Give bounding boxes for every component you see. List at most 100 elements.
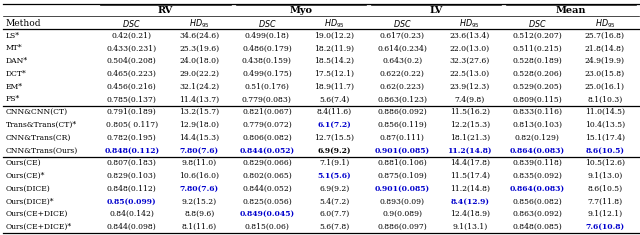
- Text: 22.0(13.0): 22.0(13.0): [450, 44, 490, 52]
- Text: 12.4(18.9): 12.4(18.9): [450, 210, 490, 218]
- Text: 19.0(12.2): 19.0(12.2): [314, 32, 355, 40]
- Text: 23.6(13.4): 23.6(13.4): [449, 32, 490, 40]
- Text: 25.7(16.8): 25.7(16.8): [585, 32, 625, 40]
- Text: 0.825(0.056): 0.825(0.056): [242, 197, 292, 205]
- Text: 0.62(0.223): 0.62(0.223): [380, 83, 424, 91]
- Text: Ours(DICE)*: Ours(DICE)*: [6, 197, 54, 205]
- Text: 8.4(12.9): 8.4(12.9): [450, 197, 489, 205]
- Text: 0.528(0.189): 0.528(0.189): [513, 57, 562, 65]
- Text: FS*: FS*: [6, 95, 20, 103]
- Text: 0.863(0.123): 0.863(0.123): [377, 95, 427, 103]
- Text: 0.512(0.207): 0.512(0.207): [513, 32, 562, 40]
- Text: 8.1(10.3): 8.1(10.3): [588, 95, 623, 103]
- Text: 0.901(0.085): 0.901(0.085): [374, 185, 429, 193]
- Text: LV: LV: [429, 6, 443, 15]
- Text: 11.0(14.5): 11.0(14.5): [585, 108, 625, 116]
- Text: 6.1(7.2): 6.1(7.2): [317, 121, 351, 129]
- Text: 17.5(12.1): 17.5(12.1): [314, 70, 355, 78]
- Text: 0.614(0.234): 0.614(0.234): [377, 44, 427, 52]
- Text: 18.1(21.3): 18.1(21.3): [450, 134, 490, 142]
- Text: 0.785(0.137): 0.785(0.137): [107, 95, 157, 103]
- Text: 6.9(9.2): 6.9(9.2): [319, 185, 349, 193]
- Text: 0.782(0.195): 0.782(0.195): [107, 134, 157, 142]
- Text: 0.829(0.066): 0.829(0.066): [242, 159, 292, 167]
- Text: 5.4(7.2): 5.4(7.2): [319, 197, 349, 205]
- Text: 29.0(22.2): 29.0(22.2): [179, 70, 220, 78]
- Text: 9.8(11.0): 9.8(11.0): [182, 159, 217, 167]
- Text: $DSC$: $DSC$: [257, 18, 276, 29]
- Text: 10.4(13.5): 10.4(13.5): [585, 121, 625, 129]
- Text: 0.848(0.112): 0.848(0.112): [104, 146, 159, 154]
- Text: 25.3(19.6): 25.3(19.6): [179, 44, 220, 52]
- Text: 6.0(7.7): 6.0(7.7): [319, 210, 349, 218]
- Text: 0.829(0.103): 0.829(0.103): [107, 172, 157, 180]
- Text: 0.809(0.115): 0.809(0.115): [513, 95, 562, 103]
- Text: 7.6(10.8): 7.6(10.8): [586, 223, 625, 231]
- Text: CNN&CNN(CT): CNN&CNN(CT): [6, 108, 68, 116]
- Text: $DSC$: $DSC$: [393, 18, 412, 29]
- Text: 18.9(11.7): 18.9(11.7): [314, 83, 355, 91]
- Text: 0.433(0.231): 0.433(0.231): [107, 44, 157, 52]
- Text: CNN&Trans(Ours): CNN&Trans(Ours): [6, 146, 78, 154]
- Text: 0.833(0.116): 0.833(0.116): [513, 108, 563, 116]
- Text: 23.0(15.8): 23.0(15.8): [585, 70, 625, 78]
- Text: 0.504(0.208): 0.504(0.208): [107, 57, 157, 65]
- Text: 0.901(0.085): 0.901(0.085): [374, 146, 429, 154]
- Text: 0.82(0.129): 0.82(0.129): [515, 134, 560, 142]
- Text: 9.1(13.1): 9.1(13.1): [452, 223, 487, 231]
- Text: 0.844(0.052): 0.844(0.052): [239, 146, 294, 154]
- Text: 0.835(0.092): 0.835(0.092): [513, 172, 563, 180]
- Text: 0.87(0.111): 0.87(0.111): [380, 134, 424, 142]
- Text: 0.844(0.098): 0.844(0.098): [107, 223, 157, 231]
- Text: 7.1(9.1): 7.1(9.1): [319, 159, 349, 167]
- Text: 0.844(0.052): 0.844(0.052): [242, 185, 292, 193]
- Text: 0.438(0.159): 0.438(0.159): [242, 57, 292, 65]
- Text: Ours(DICE): Ours(DICE): [6, 185, 51, 193]
- Text: 10.5(12.6): 10.5(12.6): [585, 159, 625, 167]
- Text: 12.2(15.3): 12.2(15.3): [450, 121, 490, 129]
- Text: 8.6(10.5): 8.6(10.5): [586, 146, 625, 154]
- Text: 0.499(0.175): 0.499(0.175): [242, 70, 292, 78]
- Text: $HD_{95}$: $HD_{95}$: [324, 17, 345, 30]
- Text: 18.5(14.2): 18.5(14.2): [314, 57, 355, 65]
- Text: 9.1(12.1): 9.1(12.1): [588, 210, 623, 218]
- Text: 0.886(0.097): 0.886(0.097): [377, 223, 427, 231]
- Text: 0.848(0.112): 0.848(0.112): [107, 185, 157, 193]
- Text: 0.791(0.189): 0.791(0.189): [107, 108, 157, 116]
- Text: Myo: Myo: [289, 6, 312, 15]
- Text: 8.6(10.5): 8.6(10.5): [588, 185, 623, 193]
- Text: 9.1(13.0): 9.1(13.0): [588, 172, 623, 180]
- Text: MT*: MT*: [6, 44, 22, 52]
- Text: 0.465(0.223): 0.465(0.223): [107, 70, 157, 78]
- Text: $HD_{95}$: $HD_{95}$: [595, 17, 615, 30]
- Text: 11.2(14.8): 11.2(14.8): [447, 146, 492, 154]
- Text: 0.863(0.092): 0.863(0.092): [513, 210, 563, 218]
- Text: 23.9(12.3): 23.9(12.3): [449, 83, 490, 91]
- Text: 7.4(9.8): 7.4(9.8): [454, 95, 485, 103]
- Text: 11.5(17.4): 11.5(17.4): [450, 172, 490, 180]
- Text: 0.42(0.21): 0.42(0.21): [112, 32, 152, 40]
- Text: 14.4(15.3): 14.4(15.3): [179, 134, 220, 142]
- Text: 5.6(7.8): 5.6(7.8): [319, 223, 349, 231]
- Text: 0.85(0.099): 0.85(0.099): [107, 197, 157, 205]
- Text: 32.3(27.6): 32.3(27.6): [449, 57, 490, 65]
- Text: 0.617(0.23): 0.617(0.23): [380, 32, 424, 40]
- Text: Method: Method: [6, 19, 41, 28]
- Text: DCT*: DCT*: [6, 70, 26, 78]
- Text: 0.848(0.085): 0.848(0.085): [513, 223, 562, 231]
- Text: 0.486(0.179): 0.486(0.179): [242, 44, 292, 52]
- Text: 0.856(0.119): 0.856(0.119): [377, 121, 427, 129]
- Text: 7.80(7.6): 7.80(7.6): [180, 146, 219, 154]
- Text: 0.9(0.089): 0.9(0.089): [382, 210, 422, 218]
- Text: 15.1(17.4): 15.1(17.4): [585, 134, 625, 142]
- Text: 0.51(0.176): 0.51(0.176): [244, 83, 289, 91]
- Text: 0.856(0.082): 0.856(0.082): [513, 197, 562, 205]
- Text: 21.8(14.8): 21.8(14.8): [585, 44, 625, 52]
- Text: 0.815(0.06): 0.815(0.06): [244, 223, 289, 231]
- Text: 7.7(11.8): 7.7(11.8): [588, 197, 623, 205]
- Text: 8.8(9.6): 8.8(9.6): [184, 210, 214, 218]
- Text: EM*: EM*: [6, 83, 23, 91]
- Text: 0.839(0.118): 0.839(0.118): [513, 159, 563, 167]
- Text: 0.849(0.045): 0.849(0.045): [239, 210, 294, 218]
- Text: 7.80(7.6): 7.80(7.6): [180, 185, 219, 193]
